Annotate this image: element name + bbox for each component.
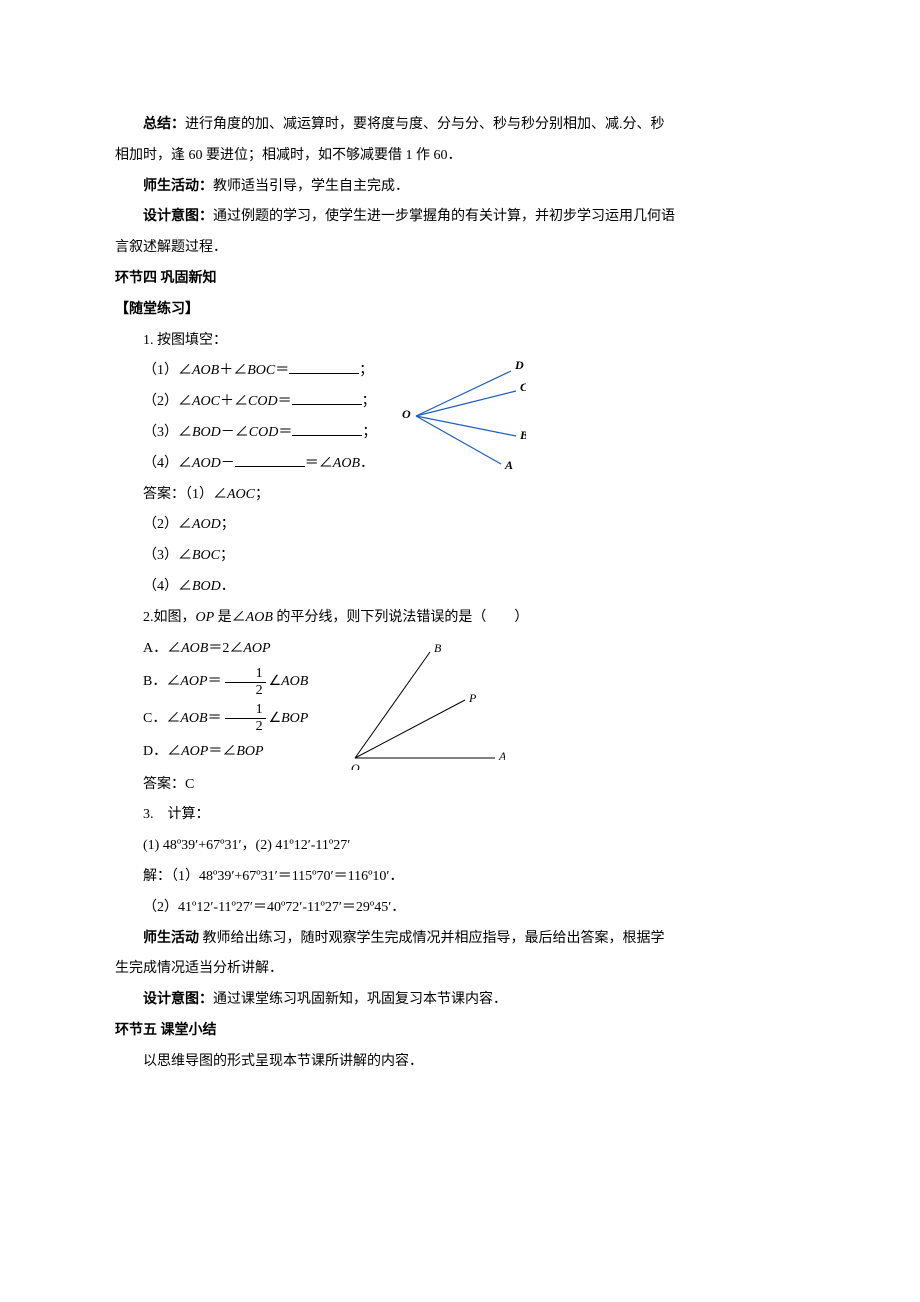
svg-text:D: D [514, 358, 524, 372]
q1-item-3: （3）∠BOD－∠COD＝； [115, 418, 376, 449]
q3-prompt: 3. 计算： [115, 800, 770, 831]
section-4-title: 环节四 巩固新知 [115, 264, 770, 295]
q1-row: （1）∠AOB＋∠BOC＝； （2）∠AOC＋∠COD＝； （3）∠BOD－∠C… [115, 356, 770, 479]
activity-2-label: 师生活动 [143, 931, 203, 946]
q2-options: A．∠AOB＝2∠AOP B．∠AOP＝12∠AOB C．∠AOB＝12∠BOP… [115, 634, 315, 768]
q1-answer-4: （4）∠BOD． [115, 572, 770, 603]
q2-prompt: 2.如图，OP 是∠AOB 的平分线，则下列说法错误的是（ ） [115, 603, 770, 634]
activity-1-text: 教师适当引导，学生自主完成． [213, 179, 409, 194]
q1-item-1: （1）∠AOB＋∠BOC＝； [115, 356, 376, 387]
activity-1-label: 师生活动： [143, 179, 213, 194]
intent-1-label: 设计意图： [143, 209, 213, 224]
blank [292, 421, 362, 436]
svg-text:A: A [504, 458, 513, 472]
intent-1-text-1: 通过例题的学习，使学生进一步掌握角的有关计算，并初步学习运用几何语 [213, 209, 675, 224]
q2-opt-a: A．∠AOB＝2∠AOP [115, 634, 315, 665]
blank [289, 359, 359, 374]
q2-opt-b: B．∠AOP＝12∠AOB [115, 664, 315, 700]
q1-answer-3: （3）∠BOC； [115, 541, 770, 572]
blank [235, 452, 305, 467]
summary-label: 总结： [143, 117, 185, 132]
summary-para-2: 相加时，逢 60 要进位；相减时，如不够减要借 1 作 60． [115, 141, 770, 172]
q1-item-4: （4）∠AOD－＝∠AOB． [115, 449, 376, 480]
q1-item-2: （2）∠AOC＋∠COD＝； [115, 387, 376, 418]
section-5-text: 以思维导图的形式呈现本节课所讲解的内容． [115, 1047, 770, 1078]
q2-opt-d: D．∠AOP＝∠BOP [115, 737, 315, 768]
q3-row-1: (1) 48º39′+67º31′，(2) 41º12′-11º27′ [115, 831, 770, 862]
blank [292, 390, 362, 405]
intent-1-para-2: 言叙述解题过程． [115, 233, 770, 264]
q2-opt-c: C．∠AOB＝12∠BOP [115, 701, 315, 737]
intent-2: 设计意图：通过课堂练习巩固新知，巩固复习本节课内容． [115, 985, 770, 1016]
summary-para-1: 总结：进行角度的加、减运算时，要将度与度、分与分、秒与秒分别相加、减.分、秒 [115, 110, 770, 141]
activity-1: 师生活动：教师适当引导，学生自主完成． [115, 172, 770, 203]
q3-sol-2: （2）41º12′-11º27′＝40º72′-11º27′＝29º45′． [115, 893, 770, 924]
q3-sol-1: 解：（1）48º39′+67º31′＝115º70′＝116º10′． [115, 862, 770, 893]
fraction: 12 [225, 667, 266, 698]
section-5-title: 环节五 课堂小结 [115, 1016, 770, 1047]
fraction: 12 [225, 703, 266, 734]
q1-figure-wrap: DC B A O [386, 356, 526, 476]
q2-row: A．∠AOB＝2∠AOP B．∠AOP＝12∠AOB C．∠AOB＝12∠BOP… [115, 634, 770, 770]
q2-answer: 答案：C [115, 770, 770, 801]
q2-figure-wrap: B P A O [335, 640, 505, 770]
activity-2-para-2: 生完成情况适当分析讲解． [115, 954, 770, 985]
section-4-subtitle: 【随堂练习】 [115, 295, 770, 326]
activity-2-para-1: 师生活动 教师给出练习，随时观察学生完成情况并相应指导，最后给出答案，根据学 [115, 924, 770, 955]
q1-figure: DC B A O [386, 356, 526, 476]
svg-text:C: C [520, 380, 526, 394]
svg-text:B: B [434, 641, 442, 655]
svg-text:O: O [402, 407, 411, 421]
intent-2-text: 通过课堂练习巩固新知，巩固复习本节课内容． [213, 992, 507, 1007]
svg-text:O: O [351, 761, 360, 770]
svg-text:A: A [498, 749, 505, 763]
intent-2-label: 设计意图： [143, 992, 213, 1007]
q1-answer-2: （2）∠AOD； [115, 510, 770, 541]
svg-text:B: B [519, 428, 526, 442]
q1-items: （1）∠AOB＋∠BOC＝； （2）∠AOC＋∠COD＝； （3）∠BOD－∠C… [115, 356, 376, 479]
page: 总结：进行角度的加、减运算时，要将度与度、分与分、秒与秒分别相加、减.分、秒 相… [0, 0, 920, 1302]
q1-prompt: 1. 按图填空： [115, 326, 770, 357]
q1-answer-1: 答案：（1）∠AOC； [115, 480, 770, 511]
svg-text:P: P [468, 691, 477, 705]
q2-figure: B P A O [335, 640, 505, 770]
activity-2-text-1: 教师给出练习，随时观察学生完成情况并相应指导，最后给出答案，根据学 [203, 931, 665, 946]
intent-1-para-1: 设计意图：通过例题的学习，使学生进一步掌握角的有关计算，并初步学习运用几何语 [115, 202, 770, 233]
summary-text-1: 进行角度的加、减运算时，要将度与度、分与分、秒与秒分别相加、减.分、秒 [185, 117, 665, 132]
